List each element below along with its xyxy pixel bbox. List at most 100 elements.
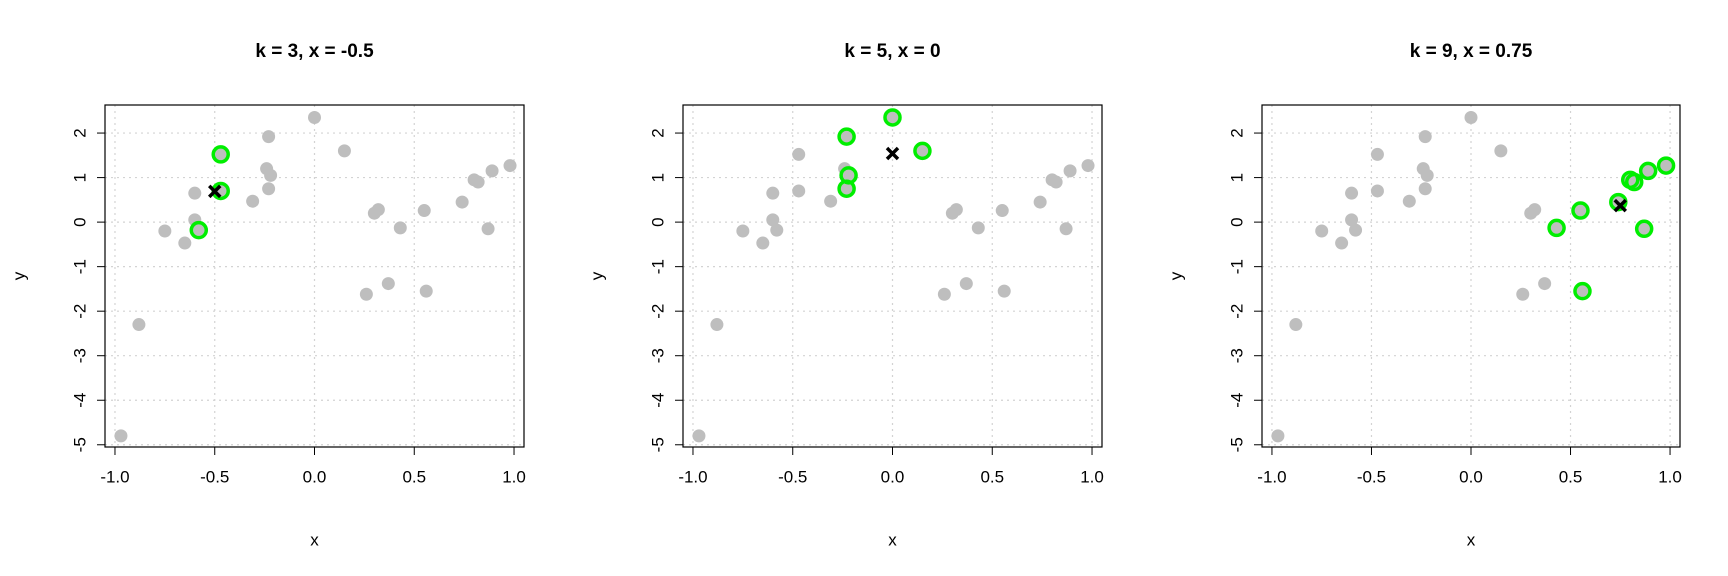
panel: k = 3, x = -0.5 x y -1.0 -0.5 0.0 0.5 1.0 -5 -4 -3… xyxy=(9,41,525,549)
data-point xyxy=(792,184,806,198)
y-tick-label: -1 xyxy=(1227,259,1246,274)
data-point xyxy=(178,236,192,250)
data-point xyxy=(371,203,385,217)
neighbor-ring xyxy=(837,179,856,198)
data-point xyxy=(1575,284,1589,298)
data-point xyxy=(937,287,951,301)
x-axis-label: x xyxy=(1467,530,1476,549)
data-point xyxy=(1289,318,1303,332)
y-tick-label: 2 xyxy=(1227,128,1246,137)
data-point xyxy=(1550,221,1564,235)
x-tick-label: -1.0 xyxy=(100,467,129,486)
x-tick-label: 1.0 xyxy=(1658,467,1682,486)
y-tick-label: -5 xyxy=(648,437,667,452)
plot-frame xyxy=(682,104,1103,448)
data-point xyxy=(1573,204,1587,218)
neighbor-ring xyxy=(189,220,209,240)
data-point xyxy=(419,284,433,298)
data-point xyxy=(192,223,206,237)
y-tick-label: -4 xyxy=(70,393,89,408)
data-point xyxy=(792,147,806,161)
data-point xyxy=(1641,164,1655,178)
x-tick-label: 0.0 xyxy=(881,467,905,486)
data-point xyxy=(1349,223,1363,237)
data-point xyxy=(1402,194,1416,208)
x-tick-label: -0.5 xyxy=(778,467,807,486)
data-point xyxy=(246,194,260,208)
data-point xyxy=(1059,222,1073,236)
neighbor-ring xyxy=(1656,156,1676,175)
data-point xyxy=(188,186,202,200)
x-axis-label: x xyxy=(310,530,319,549)
y-tick-label: 1 xyxy=(648,173,667,182)
data-point xyxy=(132,318,146,332)
x-tick-label: 0.5 xyxy=(1559,467,1583,486)
data-point xyxy=(1315,224,1329,238)
y-tick-label: 0 xyxy=(648,217,667,226)
data-point xyxy=(770,223,784,237)
y-axis-label: y xyxy=(9,271,28,280)
data-point xyxy=(1528,203,1542,217)
data-point xyxy=(308,110,321,124)
data-point xyxy=(158,224,172,238)
y-tick-label: -3 xyxy=(70,348,89,363)
data-point xyxy=(736,224,750,238)
plot-frame xyxy=(1261,104,1681,448)
data-point xyxy=(995,204,1009,218)
query-point xyxy=(208,184,222,199)
query-point xyxy=(885,146,900,161)
data-point xyxy=(455,195,469,209)
panel-title: k = 3, x = -0.5 xyxy=(255,41,374,62)
data-point xyxy=(959,277,973,291)
plot-frame xyxy=(104,104,525,448)
data-point xyxy=(766,186,780,200)
panel-title: k = 5, x = 0 xyxy=(844,41,940,62)
y-tick-label: 0 xyxy=(70,217,89,226)
data-point xyxy=(1345,213,1359,227)
y-tick-label: -4 xyxy=(1227,393,1246,408)
x-tick-label: -1.0 xyxy=(678,467,707,486)
y-tick-label: -5 xyxy=(70,437,89,452)
y-tick-label: -1 xyxy=(70,259,89,274)
data-point xyxy=(503,159,517,173)
neighbor-ring xyxy=(883,108,902,127)
data-point xyxy=(840,182,854,196)
x-tick-label: 0.5 xyxy=(980,467,1004,486)
x-tick-label: 0.0 xyxy=(303,467,327,486)
y-tick-label: 2 xyxy=(70,128,89,137)
data-point xyxy=(1370,147,1384,161)
y-tick-label: -3 xyxy=(1227,348,1246,363)
data-point xyxy=(481,222,495,236)
y-tick-label: -2 xyxy=(70,304,89,319)
neighbor-ring xyxy=(1573,281,1592,301)
x-tick-label: -0.5 xyxy=(1357,467,1386,486)
neighbor-ring xyxy=(1571,201,1590,220)
data-point xyxy=(264,168,278,182)
data-point xyxy=(1081,159,1095,173)
neighbor-ring xyxy=(211,145,230,164)
y-tick-label: -3 xyxy=(648,348,667,363)
data-point xyxy=(842,168,856,182)
x-axis-label: x xyxy=(888,530,897,549)
data-point xyxy=(1494,144,1508,158)
data-point xyxy=(1033,195,1047,209)
data-point xyxy=(971,221,985,235)
y-tick-label: -5 xyxy=(1227,437,1246,452)
data-point xyxy=(997,284,1011,298)
data-point xyxy=(471,175,485,189)
data-point xyxy=(840,130,854,144)
data-point xyxy=(949,203,963,217)
y-axis-label: y xyxy=(1166,271,1185,280)
query-point xyxy=(1613,198,1628,213)
data-point xyxy=(381,277,395,291)
y-tick-label: 1 xyxy=(1227,173,1246,182)
x-tick-label: -1.0 xyxy=(1257,467,1286,486)
y-tick-label: 1 xyxy=(70,173,89,182)
panel-title: k = 9, x = 0.75 xyxy=(1410,41,1533,62)
panel: k = 9, x = 0.75 x y -1.0 -0.5 0.0 0.5 1.0 -5 -4 -3… xyxy=(1166,41,1681,549)
data-point xyxy=(1637,222,1651,236)
data-point xyxy=(915,144,929,158)
neighbor-ring xyxy=(1634,219,1654,239)
data-point xyxy=(393,221,407,235)
